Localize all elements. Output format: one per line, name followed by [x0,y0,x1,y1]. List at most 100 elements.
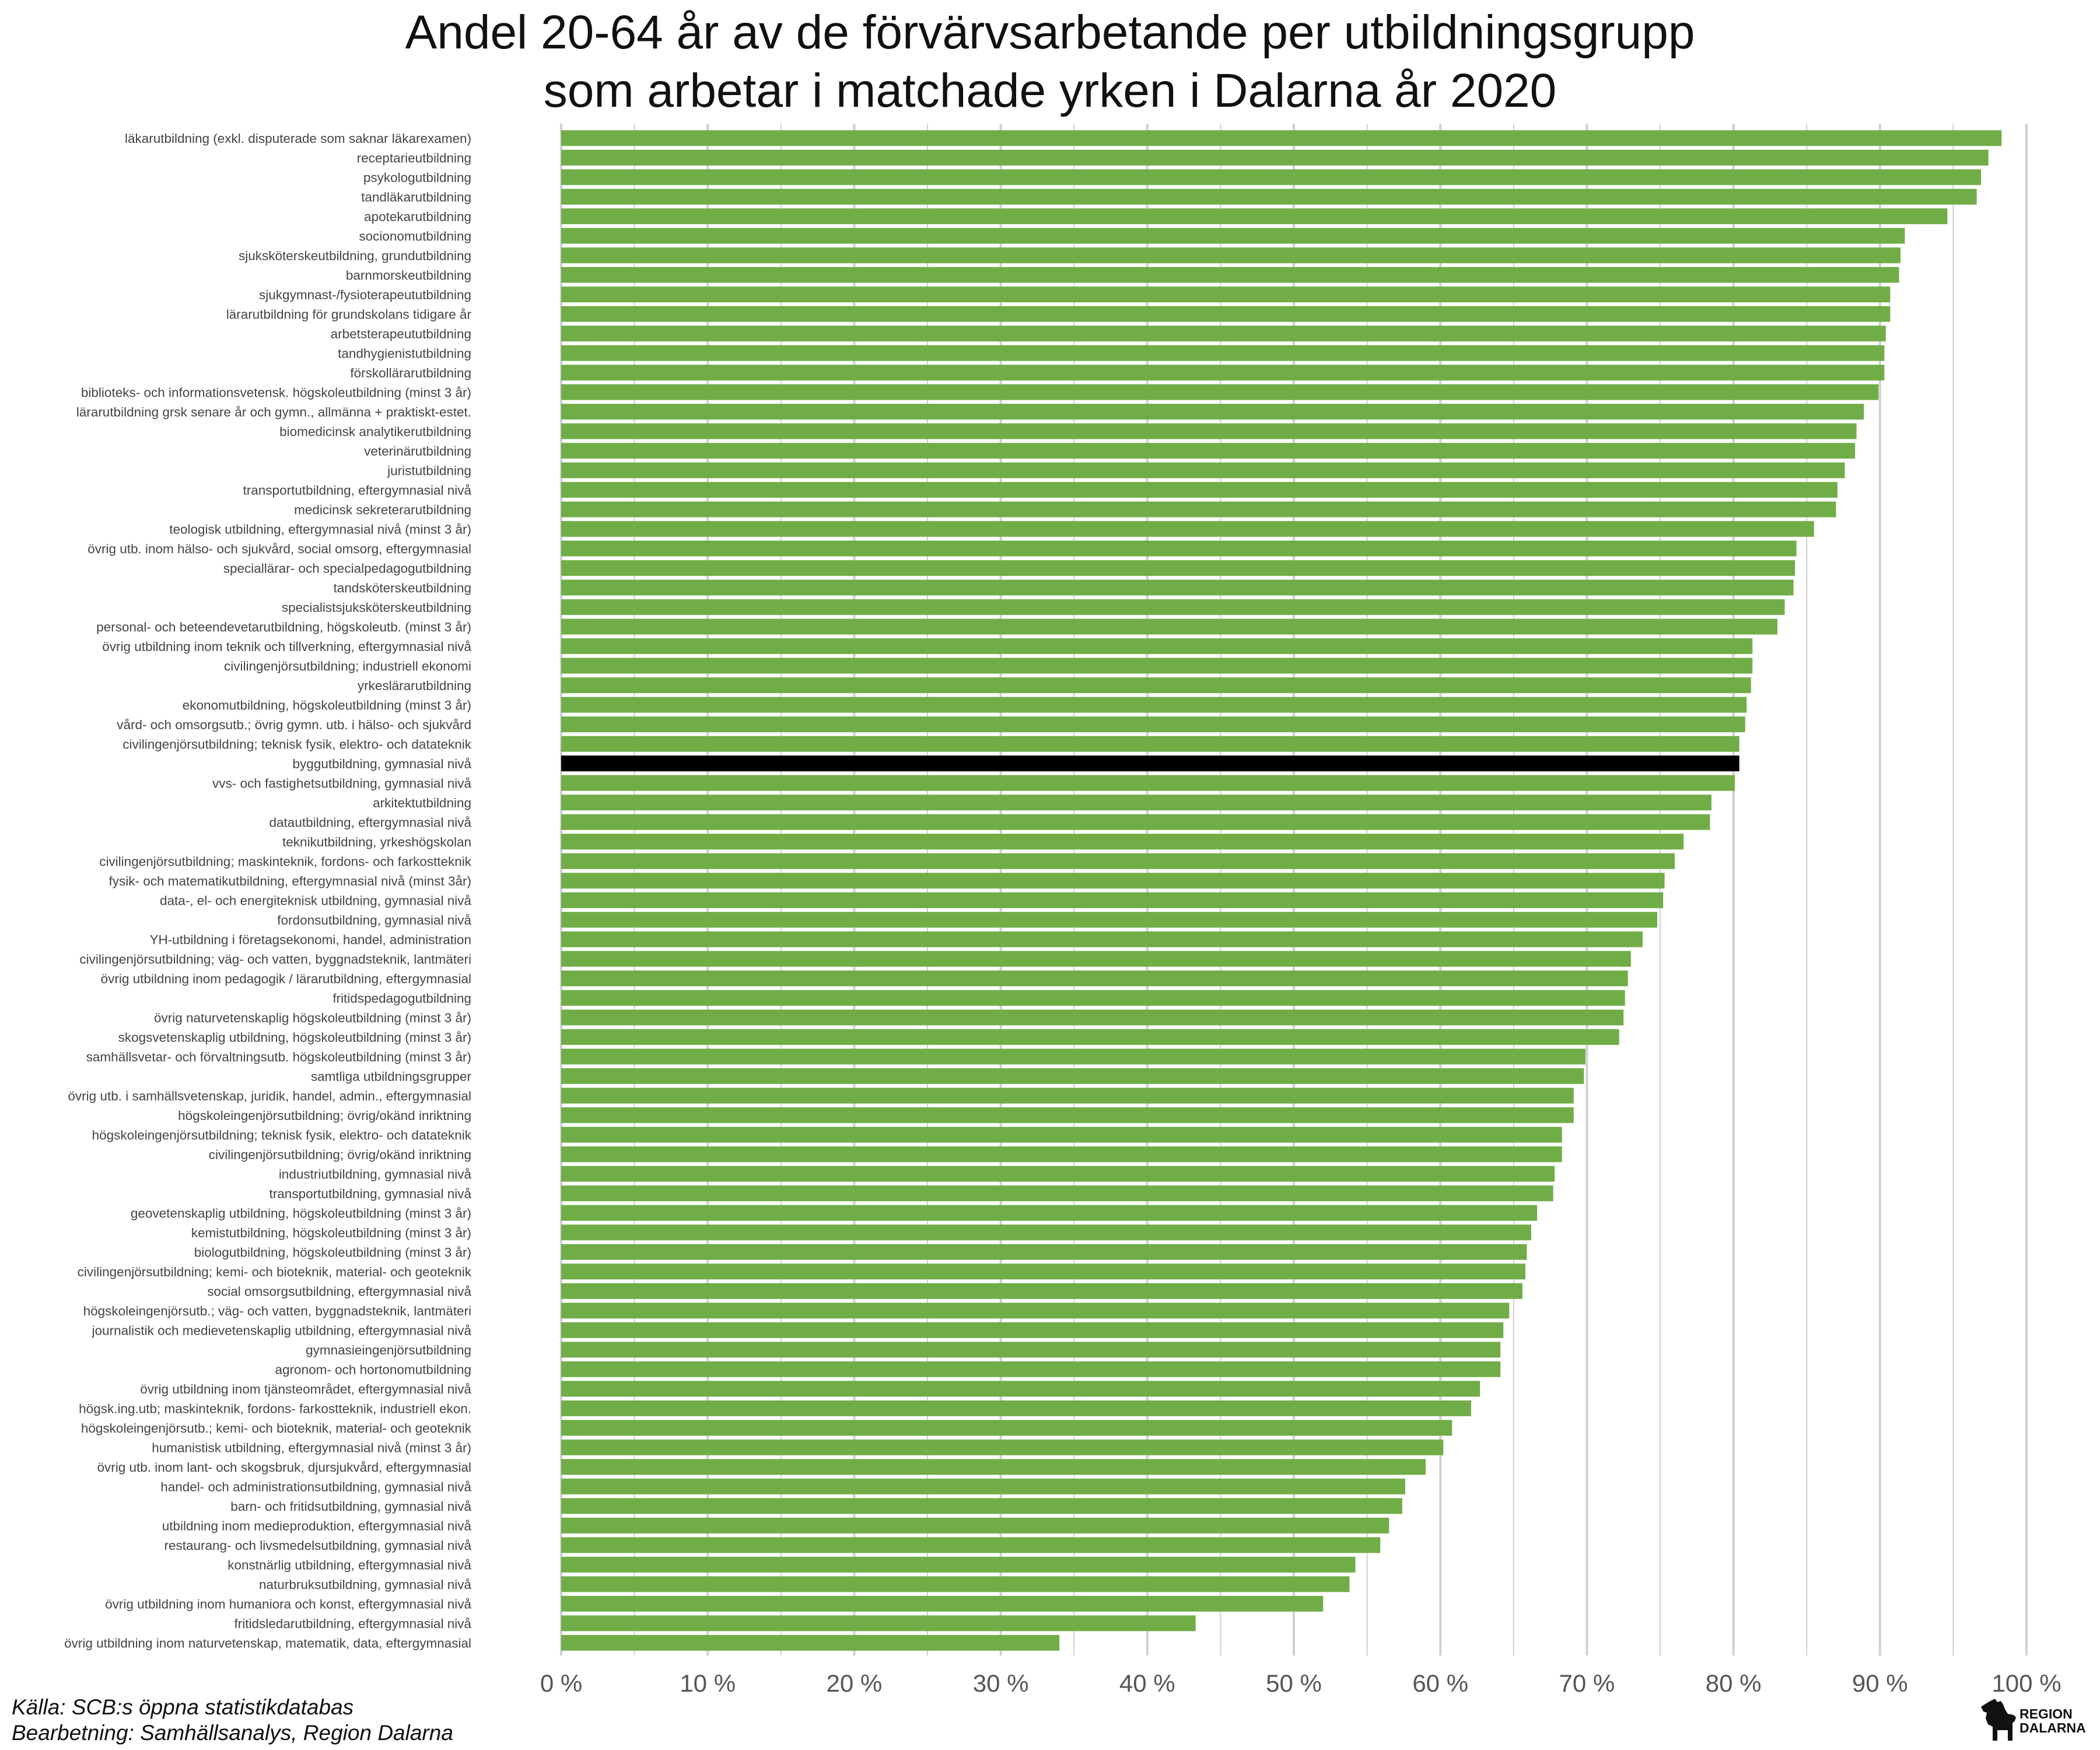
category-label: fritidsledarutbildning, eftergymnasial n… [235,1616,472,1631]
bar [561,540,1797,556]
bar [561,1322,1504,1338]
category-label: specialistsjuksköterskeutbildning [282,600,471,615]
bar [561,345,1885,361]
processing-note: Bearbetning: Samhällsanalys, Region Dala… [12,1721,453,1745]
category-label: högskoleingenjörsutb.; kemi- och biotekn… [81,1421,472,1436]
category-label: konstnärlig utbildning, eftergymnasial n… [228,1558,471,1572]
bar [561,1205,1537,1221]
bar [561,1576,1350,1592]
bar [561,247,1901,264]
category-label: högskoleingenjörsutbildning; teknisk fys… [92,1128,472,1142]
x-tick-label: 70 % [1559,1670,1615,1697]
chart-title: Andel 20-64 år av de förvärvsarbetande p… [0,4,2100,120]
category-label: juristutbildning [387,463,471,478]
category-label: civilingenjörsutbildning; övrig/okänd in… [209,1147,471,1162]
category-label: övrig utbildning inom pedagogik / läraru… [101,971,471,986]
bar [561,501,1836,517]
category-label: byggutbildning, gymnasial nivå [293,757,472,771]
bar [561,599,1785,615]
bars [561,130,2002,1651]
category-label: samhällsvetar- och förvaltningsutb. högs… [86,1049,471,1064]
bar [561,951,1631,967]
bar [561,1400,1471,1416]
bar [561,228,1905,244]
category-label: övrig utb. inom hälso- och sjukvård, soc… [88,541,471,556]
bar [561,696,1747,713]
bar [561,1556,1356,1573]
bar [561,326,1886,342]
category-label: högskoleingenjörsutbildning; övrig/okänd… [178,1108,471,1123]
category-label: psykologutbildning [363,170,471,185]
bar [561,1146,1562,1163]
bar [561,1126,1562,1143]
bar [561,1264,1525,1280]
bar [561,1537,1381,1553]
bar [561,1459,1426,1475]
bar [561,443,1856,459]
x-tick-label: 60 % [1412,1670,1468,1697]
bar [561,1303,1510,1319]
category-label: civilingenjörsutbildning; kemi- och biot… [78,1265,472,1279]
x-tick-label: 90 % [1852,1670,1908,1697]
category-label: utbildning inom medieproduktion, eftergy… [162,1518,472,1533]
category-label: vvs- och fastighetsutbildning, gymnasial… [212,776,471,790]
bar [561,716,1745,733]
category-label: receptarieutbildning [357,150,471,165]
logo-line-2: DALARNA [2020,1720,2086,1735]
bar [561,1342,1501,1358]
bar [561,618,1777,635]
bar [561,1478,1405,1494]
bar [561,1068,1584,1084]
category-label: handel- och administrationsutbildning, g… [160,1479,471,1494]
category-label: socionomutbildning [359,229,471,243]
bar [561,1517,1390,1534]
category-label: samtliga utbildningsgrupper [311,1069,472,1084]
bar [561,521,1814,537]
bar [561,1381,1480,1397]
category-label: teologisk utbildning, eftergymnasial niv… [169,522,471,537]
bar [561,267,1899,283]
bar [561,794,1712,811]
category-label: tandläkarutbildning [361,190,471,204]
bar [561,970,1628,986]
bar [561,834,1684,850]
category-label: social omsorgsutbildning, eftergymnasial… [207,1284,471,1298]
bar [561,1029,1619,1045]
bar [561,1185,1553,1202]
logo-text: REGION DALARNA [2020,1707,2086,1735]
category-label: transportutbildning, eftergymnasial nivå [243,483,472,498]
bar [561,579,1794,596]
bar [561,306,1891,322]
bar [561,423,1857,439]
bar [561,892,1664,908]
category-label: tandsköterskeutbildning [334,580,471,595]
bar [561,1107,1574,1124]
category-label: lärarutbildning för grundskolans tidigar… [226,307,472,321]
bar [561,560,1796,576]
category-label: personal- och beteendevetarutbildning, h… [96,620,471,634]
bar [561,482,1838,498]
bar [561,853,1675,869]
bar [561,912,1657,928]
category-label: speciallärar- och specialpedagogutbildni… [223,561,471,576]
x-tick-label: 50 % [1266,1670,1322,1697]
category-label: ekonomutbildning, högskoleutbildning (mi… [183,698,471,712]
bar [561,149,1989,166]
category-label: veterinärutbildning [364,444,471,459]
bar [561,1087,1574,1104]
category-label: tandhygienistutbildning [338,346,471,360]
dala-horse-icon [1981,1699,2016,1741]
category-label: övrig utbildning inom naturvetenskap, ma… [64,1636,471,1650]
category-label: data-, el- och energiteknisk utbildning,… [160,893,472,908]
category-label: vård- och omsorgsutb.; övrig gymn. utb. … [117,718,471,732]
category-label: fysik- och matematikutbildning, eftergym… [109,874,472,888]
region-dalarna-logo: REGION DALARNA [1978,1698,2094,1744]
category-label: YH-utbildning i företagsekonomi, handel,… [149,932,471,947]
bar [561,873,1665,889]
category-label: övrig utb. inom lant- och skogsbruk, dju… [97,1460,471,1475]
bar [561,1048,1586,1065]
bar [561,462,1845,478]
bar [561,775,1735,791]
bar [561,736,1740,752]
bar [561,931,1643,947]
